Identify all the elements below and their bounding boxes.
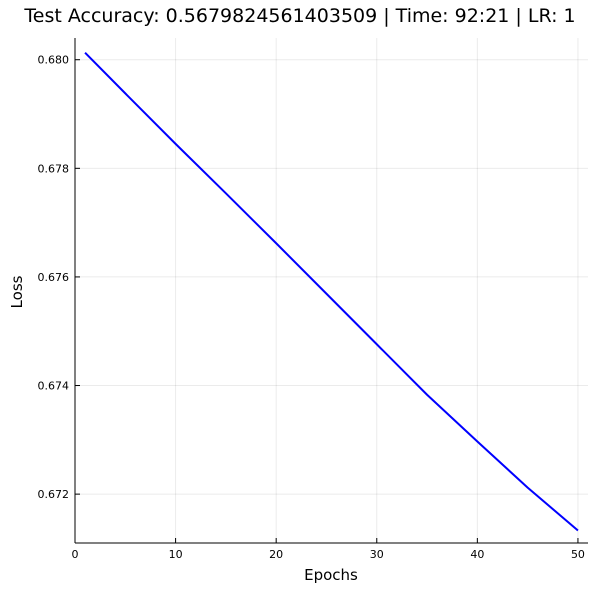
x-tick-label-50: 50 <box>571 548 585 561</box>
series-line-0 <box>84 51 579 532</box>
labels-layer: Test Accuracy: 0.5679824561403509 | Time… <box>8 5 576 584</box>
x-axis-label: Epochs <box>304 566 358 584</box>
x-tick-label-10: 10 <box>169 548 183 561</box>
chart-title: Test Accuracy: 0.5679824561403509 | Time… <box>23 5 575 27</box>
y-tick-label-4: 0.680 <box>38 54 70 67</box>
y-axis-label: Loss <box>8 275 26 308</box>
x-tick-label-20: 20 <box>269 548 283 561</box>
y-tick-label-0: 0.672 <box>38 488 70 501</box>
y-tick-label-3: 0.678 <box>38 162 70 175</box>
y-tick-label-1: 0.674 <box>38 380 70 393</box>
grid-layer <box>74 38 588 543</box>
y-tick-label-2: 0.676 <box>38 271 70 284</box>
x-tick-label-0: 0 <box>72 548 79 561</box>
x-tick-label-30: 30 <box>370 548 384 561</box>
series-layer <box>84 51 579 532</box>
x-tick-label-40: 40 <box>470 548 484 561</box>
axes-layer: 0 10 20 30 40 50 0.672 0.674 0.676 0.678 0.680 <box>38 38 588 561</box>
